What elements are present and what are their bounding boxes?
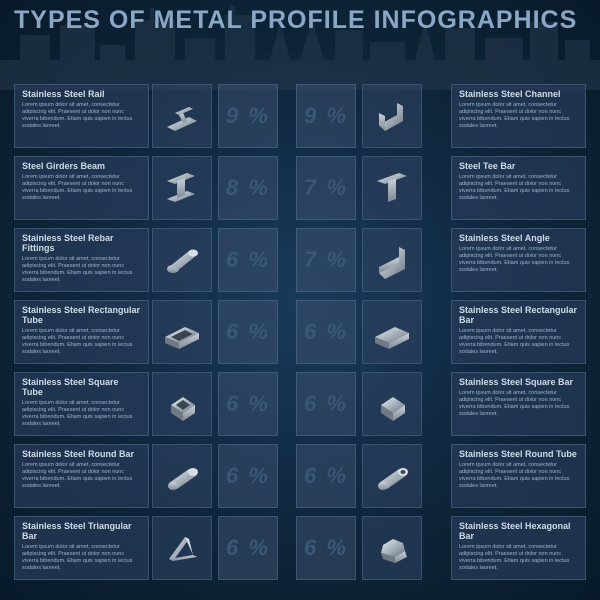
angle-icon <box>369 237 415 283</box>
textbox-left: Stainless Steel Rectangular TubeLorem ip… <box>14 300 149 364</box>
channel-icon <box>369 93 415 139</box>
pct-left: 9 % <box>218 84 278 148</box>
row-2: Stainless Steel Rebar FittingsLorem ipsu… <box>0 224 600 296</box>
round-tube-icon-cell <box>362 444 422 508</box>
sq-tube-icon-cell <box>152 372 212 436</box>
pct-right: 6 % <box>296 372 356 436</box>
rect-tube-icon-cell <box>152 300 212 364</box>
pct-right: 7 % <box>296 228 356 292</box>
rebar-icon <box>159 237 205 283</box>
textbox-right: Stainless Steel Channel Lorem ipsum dolor… <box>451 84 586 148</box>
pct-right: 6 % <box>296 444 356 508</box>
profile-label: Steel Tee Bar <box>459 162 578 172</box>
row-1: Steel Girders Beam Lorem ipsum dolor sit … <box>0 152 600 224</box>
profile-label: Stainless Steel Rail <box>22 90 141 100</box>
pct-left: 6 % <box>218 444 278 508</box>
profile-label: Stainless Steel Square Bar <box>459 378 578 388</box>
channel-icon-cell <box>362 84 422 148</box>
profile-label: Stainless Steel Round Tube <box>459 450 578 460</box>
profile-desc: Lorem ipsum dolor sit amet, consectetur … <box>22 400 141 429</box>
profile-desc: Lorem ipsum dolor sit amet, consectetur … <box>22 102 141 131</box>
profile-label: Steel Girders Beam <box>22 162 141 172</box>
profile-desc: Lorem ipsum dolor sit amet, consectetur … <box>459 328 578 357</box>
pct-left: 6 % <box>218 516 278 580</box>
profile-desc: Lorem ipsum dolor sit amet, consectetur … <box>459 102 578 131</box>
row-3: Stainless Steel Rectangular TubeLorem ip… <box>0 296 600 368</box>
hex-bar-icon-cell <box>362 516 422 580</box>
ibeam-icon <box>159 165 205 211</box>
profile-desc: Lorem ipsum dolor sit amet, consectetur … <box>22 256 141 285</box>
profile-label: Stainless Steel Hexagonal Bar <box>459 522 578 542</box>
pct-left: 6 % <box>218 372 278 436</box>
profile-desc: Lorem ipsum dolor sit amet, consectetur … <box>22 328 141 357</box>
sq-bar-icon <box>369 381 415 427</box>
textbox-right: Stainless Steel Square Bar Lorem ipsum do… <box>451 372 586 436</box>
tee-icon-cell <box>362 156 422 220</box>
profile-desc: Lorem ipsum dolor sit amet, consectetur … <box>459 174 578 203</box>
profile-label: Stainless Steel Channel <box>459 90 578 100</box>
textbox-right: Stainless Steel Rectangular BarLorem ips… <box>451 300 586 364</box>
textbox-right: Stainless Steel Round Tube Lorem ipsum do… <box>451 444 586 508</box>
rows-container: Stainless Steel Rail Lorem ipsum dolor si… <box>0 80 600 584</box>
angle-icon-cell <box>362 228 422 292</box>
profile-desc: Lorem ipsum dolor sit amet, consectetur … <box>22 174 141 203</box>
hex-bar-icon <box>369 525 415 571</box>
pct-right: 9 % <box>296 84 356 148</box>
sq-tube-icon <box>159 381 205 427</box>
textbox-right: Stainless Steel Hexagonal BarLorem ipsum… <box>451 516 586 580</box>
pct-right: 6 % <box>296 516 356 580</box>
textbox-left: Stainless Steel Rail Lorem ipsum dolor si… <box>14 84 149 148</box>
profile-desc: Lorem ipsum dolor sit amet, consectetur … <box>459 246 578 275</box>
sq-bar-icon-cell <box>362 372 422 436</box>
tri-bar-icon <box>159 525 205 571</box>
textbox-left: Steel Girders Beam Lorem ipsum dolor sit … <box>14 156 149 220</box>
pct-left: 6 % <box>218 300 278 364</box>
profile-label: Stainless Steel Angle <box>459 234 578 244</box>
rect-bar-icon-cell <box>362 300 422 364</box>
rebar-icon-cell <box>152 228 212 292</box>
round-bar-icon <box>159 453 205 499</box>
textbox-left: Stainless Steel Round Bar Lorem ipsum dol… <box>14 444 149 508</box>
profile-label: Stainless Steel Triangular Bar <box>22 522 141 542</box>
pct-right: 6 % <box>296 300 356 364</box>
profile-desc: Lorem ipsum dolor sit amet, consectetur … <box>22 544 141 573</box>
textbox-right: Steel Tee Bar Lorem ipsum dolor sit amet,… <box>451 156 586 220</box>
ibeam-icon-cell <box>152 156 212 220</box>
row-6: Stainless Steel Triangular BarLorem ipsu… <box>0 512 600 584</box>
profile-label: Stainless Steel Square Tube <box>22 378 141 398</box>
row-0: Stainless Steel Rail Lorem ipsum dolor si… <box>0 80 600 152</box>
rect-bar-icon <box>369 309 415 355</box>
profile-desc: Lorem ipsum dolor sit amet, consectetur … <box>459 390 578 419</box>
profile-label: Stainless Steel Round Bar <box>22 450 141 460</box>
rail-icon <box>159 93 205 139</box>
round-bar-icon-cell <box>152 444 212 508</box>
rail-icon-cell <box>152 84 212 148</box>
rect-tube-icon <box>159 309 205 355</box>
profile-label: Stainless Steel Rectangular Tube <box>22 306 141 326</box>
round-tube-icon <box>369 453 415 499</box>
profile-desc: Lorem ipsum dolor sit amet, consectetur … <box>459 462 578 491</box>
profile-desc: Lorem ipsum dolor sit amet, consectetur … <box>459 544 578 573</box>
pct-left: 8 % <box>218 156 278 220</box>
profile-desc: Lorem ipsum dolor sit amet, consectetur … <box>22 462 141 491</box>
pct-right: 7 % <box>296 156 356 220</box>
row-5: Stainless Steel Round Bar Lorem ipsum dol… <box>0 440 600 512</box>
tri-bar-icon-cell <box>152 516 212 580</box>
textbox-left: Stainless Steel Square TubeLorem ipsum d… <box>14 372 149 436</box>
textbox-left: Stainless Steel Triangular BarLorem ipsu… <box>14 516 149 580</box>
pct-left: 6 % <box>218 228 278 292</box>
textbox-right: Stainless Steel Angle Lorem ipsum dolor s… <box>451 228 586 292</box>
profile-label: Stainless Steel Rebar Fittings <box>22 234 141 254</box>
row-4: Stainless Steel Square TubeLorem ipsum d… <box>0 368 600 440</box>
textbox-left: Stainless Steel Rebar FittingsLorem ipsu… <box>14 228 149 292</box>
profile-label: Stainless Steel Rectangular Bar <box>459 306 578 326</box>
tee-icon <box>369 165 415 211</box>
page-title: TYPES OF METAL PROFILE INFOGRAPHICS <box>14 6 577 35</box>
